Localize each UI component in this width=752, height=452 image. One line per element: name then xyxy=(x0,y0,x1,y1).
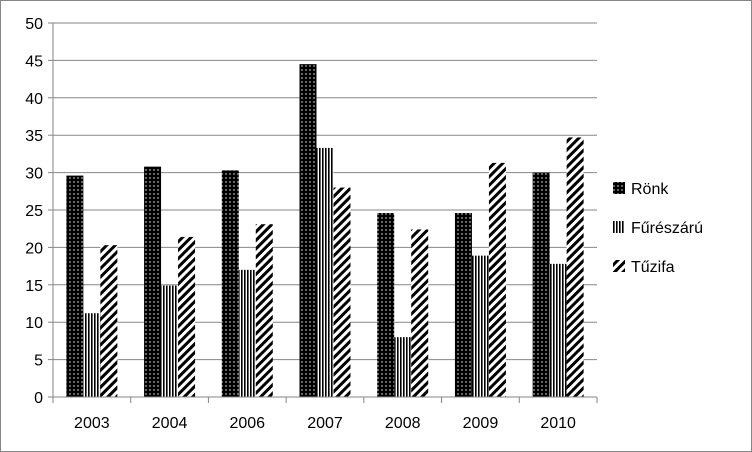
y-tick-label: 5 xyxy=(34,353,43,370)
legend-swatch xyxy=(613,260,625,272)
y-tick-label: 30 xyxy=(25,166,43,183)
bar-2008-1 xyxy=(394,337,412,397)
y-tick-label: 50 xyxy=(25,16,43,33)
bar-2006-2 xyxy=(255,224,273,397)
bar-2009-1 xyxy=(471,255,489,397)
bar-2007-0 xyxy=(299,64,317,397)
y-tick-label: 0 xyxy=(34,390,43,407)
y-tick-label: 45 xyxy=(25,53,43,70)
bar-2003-0 xyxy=(66,175,84,397)
bar-2010-0 xyxy=(532,172,550,397)
bar-2008-0 xyxy=(377,212,395,397)
bar-2003-1 xyxy=(83,313,101,397)
bar-2003-2 xyxy=(100,245,118,397)
legend-swatch xyxy=(613,221,625,233)
bar-2010-2 xyxy=(566,137,584,397)
bar-2009-2 xyxy=(488,162,506,397)
x-tick-label: 2008 xyxy=(385,415,421,432)
x-tick-label: 2009 xyxy=(463,415,499,432)
y-tick-label: 20 xyxy=(25,240,43,257)
legend-label: Rönk xyxy=(631,181,669,198)
y-tick-label: 25 xyxy=(25,203,43,220)
legend-swatch xyxy=(613,182,625,194)
y-tick-label: 35 xyxy=(25,128,43,145)
bar-2007-2 xyxy=(333,187,351,397)
x-tick-label: 2004 xyxy=(152,415,188,432)
legend-label: Tűzifa xyxy=(631,259,675,276)
bar-2009-0 xyxy=(454,212,472,397)
y-tick-label: 10 xyxy=(25,315,43,332)
bar-2007-1 xyxy=(316,147,334,397)
bar-2004-1 xyxy=(161,285,179,397)
x-tick-label: 2010 xyxy=(540,415,576,432)
y-tick-label: 40 xyxy=(25,91,43,108)
bar-2010-1 xyxy=(549,263,567,397)
x-tick-label: 2003 xyxy=(74,415,110,432)
x-tick-label: 2007 xyxy=(307,415,343,432)
bar-2004-2 xyxy=(178,236,196,397)
bar-2006-1 xyxy=(238,269,256,397)
axes: 0 5 10 15 20 25 30 35 40 45 50 2003 2004 2006 2007 2008… xyxy=(25,16,598,432)
legend-label: Fűrészárú xyxy=(631,220,703,237)
legend: Rönk Fűrészárú Tűzifa xyxy=(613,181,703,276)
bars xyxy=(66,64,584,397)
y-tick-label: 15 xyxy=(25,278,43,295)
bar-2006-0 xyxy=(221,170,239,397)
bar-2008-2 xyxy=(411,229,429,397)
bar-2004-0 xyxy=(144,166,162,397)
x-tick-label: 2006 xyxy=(229,415,265,432)
